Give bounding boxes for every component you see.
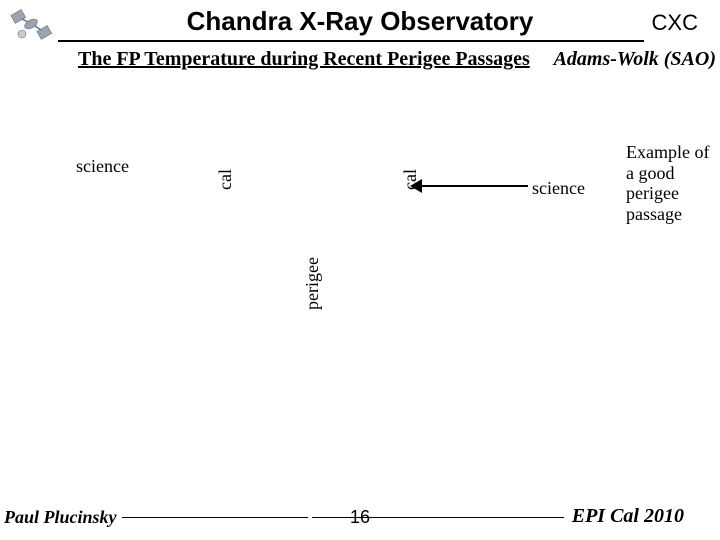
main-title: Chandra X-Ray Observatory	[0, 6, 720, 37]
label-science-left: science	[76, 156, 129, 177]
label-cal-1: cal	[215, 169, 236, 190]
cxc-label: CXC	[652, 10, 698, 36]
label-science-right: science	[532, 178, 585, 199]
footer-conf-line	[312, 517, 564, 519]
label-perigee: perigee	[302, 257, 323, 310]
footer-conference: EPI Cal 2010	[572, 505, 684, 528]
title-rule	[58, 40, 644, 42]
example-annotation: Example of a good perigee passage	[626, 142, 716, 225]
slide-author: Adams-Wolk (SAO)	[554, 48, 716, 71]
annotation-line	[416, 185, 528, 187]
slide-subtitle: The FP Temperature during Recent Perigee…	[78, 48, 530, 71]
